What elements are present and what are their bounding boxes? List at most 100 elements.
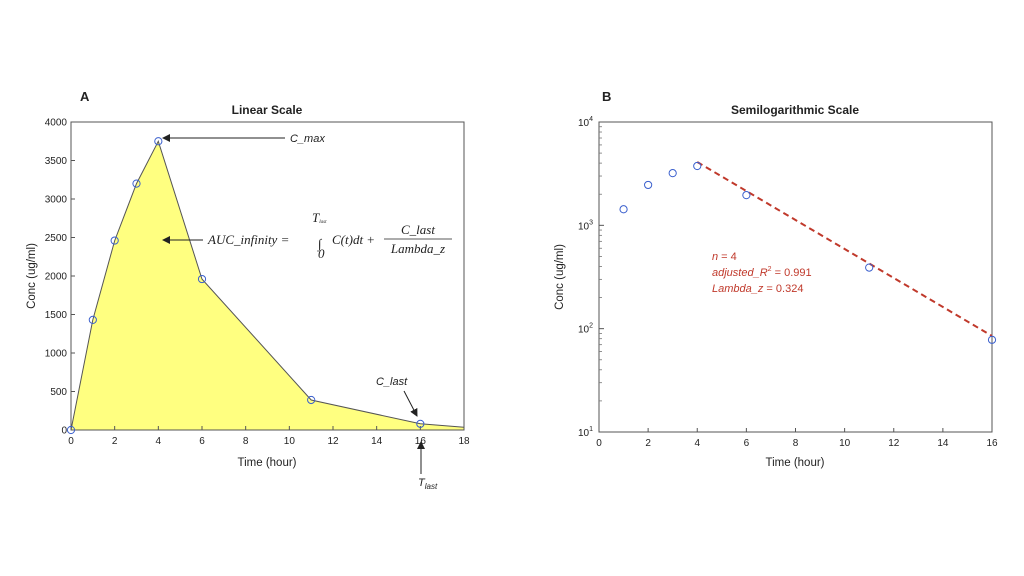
- x-tick-label: 2: [645, 438, 651, 449]
- x-tick-label: 2: [112, 436, 118, 447]
- data-point-marker: [619, 205, 628, 214]
- auc-formula: AUC_infinity = ∫ Tlast 0 C(t)dt + C_last…: [207, 210, 452, 261]
- regression-fit-line: [696, 161, 993, 337]
- x-tick-label: 0: [596, 438, 602, 449]
- tlast-t: T: [418, 477, 426, 489]
- panel-a-markers: [66, 137, 425, 435]
- x-tick-label: 14: [371, 436, 383, 447]
- y-tick-label: 500: [50, 387, 67, 398]
- data-point-marker: [88, 315, 97, 324]
- fit-statistics: n = 4 adjusted_R2 = 0.991 Lambda_z = 0.3…: [712, 251, 812, 295]
- y-tick-label: 1500: [45, 310, 68, 321]
- stat-r2-sup: 2: [768, 266, 772, 273]
- auc-integral-upper-sub: last: [319, 220, 327, 225]
- stat-r2-label: adjusted_R: [712, 267, 768, 279]
- y-tick-base: 10: [578, 325, 590, 336]
- y-tick-label: 101: [578, 426, 593, 439]
- data-point-marker: [865, 263, 874, 272]
- panel-b-ylabel: Conc (ug/ml): [554, 244, 566, 310]
- x-tick-label: 16: [986, 438, 998, 449]
- x-tick-label: 8: [793, 438, 799, 449]
- stat-r2: adjusted_R2 = 0.991: [712, 266, 812, 279]
- stat-r2-value: = 0.991: [772, 267, 812, 279]
- y-tick-label: 3500: [45, 156, 68, 167]
- tlast-annotation: Tlast: [418, 477, 438, 491]
- tlast-sub: last: [425, 482, 438, 491]
- x-tick-label: 18: [458, 436, 470, 447]
- x-tick-label: 4: [156, 436, 162, 447]
- fit-line-layer: [696, 161, 993, 337]
- y-tick-base: 10: [578, 428, 590, 439]
- stat-lambda: Lambda_z = 0.324: [712, 283, 803, 295]
- y-tick-exponent: 2: [589, 323, 593, 330]
- data-point-marker: [742, 191, 751, 200]
- stat-lambda-label: Lambda_z: [712, 283, 764, 295]
- integral-sign-icon: ∫: [317, 236, 323, 252]
- auc-fraction-denominator: Lambda_z: [390, 241, 445, 256]
- y-tick-base: 10: [578, 221, 590, 232]
- data-point-marker: [66, 425, 76, 435]
- x-tick-label: 0: [68, 436, 74, 447]
- y-tick-exponent: 4: [589, 116, 593, 123]
- y-tick-label: 102: [578, 323, 593, 336]
- x-tick-label: 10: [839, 438, 851, 449]
- panel-b-title: Semilogarithmic Scale: [731, 103, 859, 117]
- concentration-line: [70, 139, 465, 431]
- y-tick-label: 4000: [45, 118, 68, 129]
- y-tick-label: 0: [61, 426, 67, 437]
- y-tick-label: 1000: [45, 349, 68, 360]
- y-tick-label: 104: [578, 116, 593, 129]
- stat-lambda-value: = 0.324: [763, 283, 803, 295]
- stat-n: n = 4: [712, 251, 737, 263]
- data-point-marker: [668, 169, 677, 178]
- panel-b: B Semilogarithmic Scale 0 2 4 6 8 10 12 14 16101…: [554, 89, 998, 469]
- data-point-marker: [416, 419, 425, 428]
- panel-b-markers: [619, 161, 997, 344]
- data-point-marker: [307, 395, 316, 405]
- stat-n-label: n: [712, 251, 718, 263]
- auc-integral-upper: Tlast: [312, 210, 327, 225]
- x-tick-label: 12: [888, 438, 900, 449]
- x-tick-label: 10: [284, 436, 296, 447]
- panel-b-label: B: [602, 89, 611, 104]
- x-tick-label: 6: [199, 436, 205, 447]
- auc-integral-upper-t: T: [312, 210, 320, 225]
- data-point-marker: [110, 236, 119, 245]
- x-tick-label: 4: [694, 438, 700, 449]
- auc-fraction-numerator: C_last: [401, 222, 435, 237]
- panel-a-xlabel: Time (hour): [238, 457, 297, 469]
- auc-integral-lower: 0: [318, 246, 325, 261]
- panel-a-title: Linear Scale: [232, 103, 303, 117]
- clast-arrow: [403, 390, 418, 417]
- auc-fill-area: [71, 141, 464, 431]
- y-tick-label: 2500: [45, 233, 68, 244]
- y-tick-exponent: 1: [589, 426, 593, 433]
- y-tick-label: 2000: [45, 272, 68, 283]
- auc-formula-lhs: AUC_infinity =: [207, 232, 289, 247]
- data-point-marker: [987, 335, 997, 344]
- panel-a-label: A: [80, 89, 90, 104]
- y-tick-label: 103: [578, 219, 593, 232]
- y-tick-exponent: 3: [589, 219, 593, 226]
- data-point-marker: [693, 161, 702, 171]
- data-point-marker: [154, 137, 163, 146]
- x-tick-label: 8: [243, 436, 249, 447]
- auc-integrand: C(t)dt +: [332, 232, 375, 247]
- panel-a-ylabel: Conc (ug/ml): [26, 243, 38, 309]
- clast-annotation: C_last: [376, 376, 408, 388]
- y-tick-label: 3000: [45, 195, 68, 206]
- data-point-marker: [644, 180, 653, 190]
- data-point-marker: [197, 274, 207, 284]
- x-tick-label: 14: [937, 438, 949, 449]
- x-tick-label: 6: [744, 438, 750, 449]
- data-point-marker: [132, 179, 141, 188]
- x-tick-label: 12: [327, 436, 339, 447]
- auc-area-layer: [70, 139, 465, 431]
- panel-b-xlabel: Time (hour): [766, 457, 825, 469]
- y-tick-base: 10: [578, 118, 590, 129]
- panel-a: A Linear Scale 0 2 4 6 8 10 12 14 16 180500100015…: [26, 89, 470, 491]
- stat-n-value: = 4: [718, 251, 737, 263]
- cmax-annotation: C_max: [290, 133, 325, 145]
